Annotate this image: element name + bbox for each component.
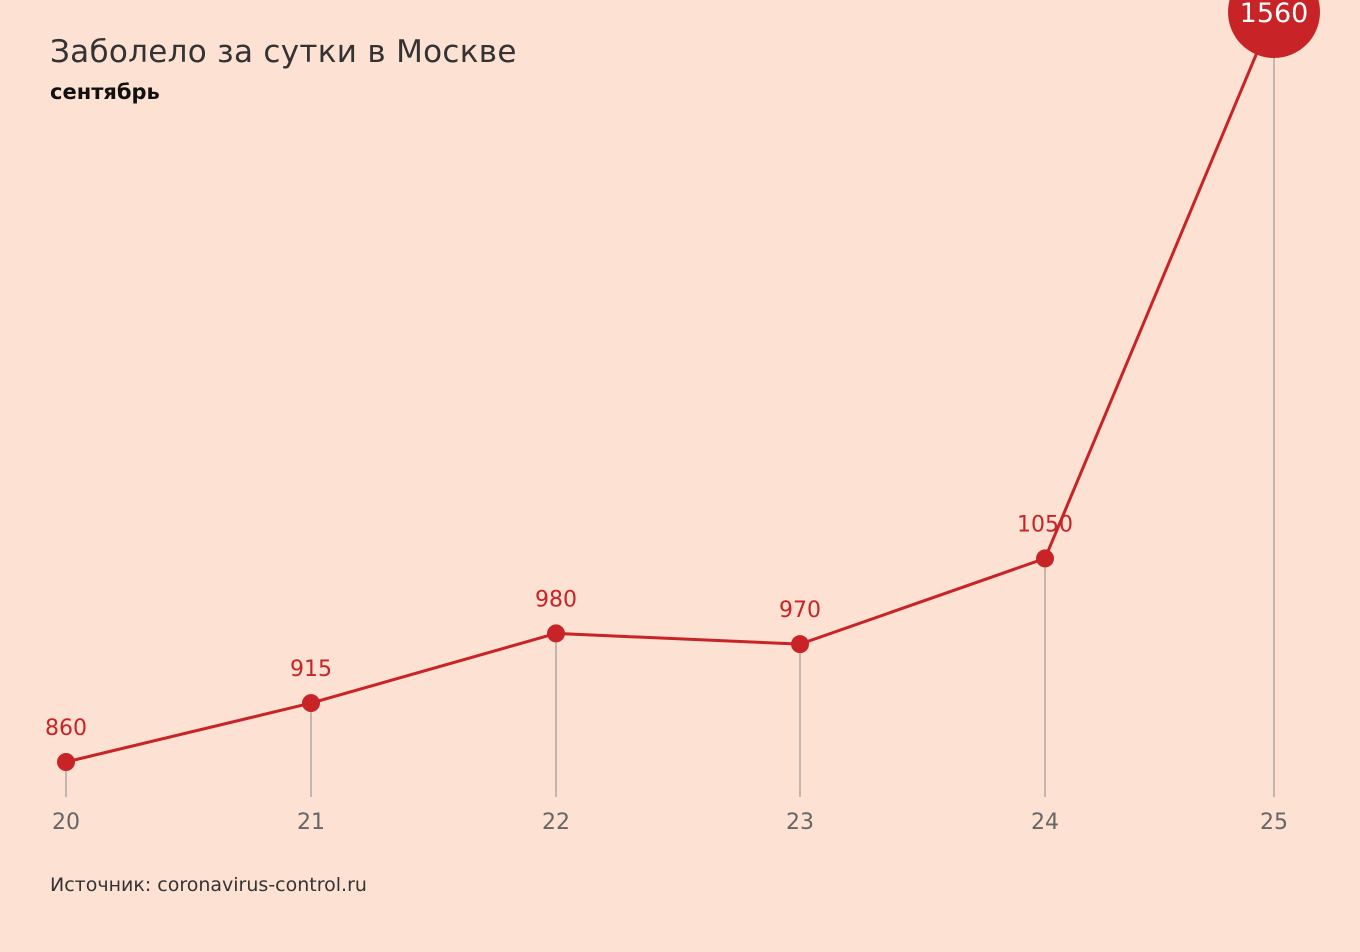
series-line — [65, 11, 1276, 764]
x-tick-25: 25 — [1260, 810, 1288, 835]
x-tick-21: 21 — [297, 810, 325, 835]
x-tick-22: 22 — [542, 810, 570, 835]
highlight-point-25 — [1228, 0, 1320, 59]
x-tick-23: 23 — [786, 810, 814, 835]
data-label-20: 860 — [45, 716, 87, 741]
x-tick-24: 24 — [1031, 810, 1059, 835]
data-point-24 — [1036, 549, 1054, 568]
data-label-23: 970 — [779, 598, 821, 623]
data-label-25: 1560 — [1240, 0, 1309, 29]
data-point-23 — [791, 635, 809, 654]
data-point-20 — [57, 753, 75, 771]
chart-subtitle: сентябрь — [50, 80, 160, 104]
data-label-22: 980 — [535, 587, 577, 612]
source-note: Источник: coronavirus-control.ru — [50, 874, 367, 896]
data-label-24: 1050 — [1017, 512, 1073, 537]
chart-title: Заболело за сутки в Москве — [50, 34, 517, 70]
data-point-22 — [547, 624, 565, 643]
x-tick-20: 20 — [52, 810, 80, 835]
data-label-21: 915 — [290, 657, 332, 682]
data-point-21 — [302, 694, 320, 713]
